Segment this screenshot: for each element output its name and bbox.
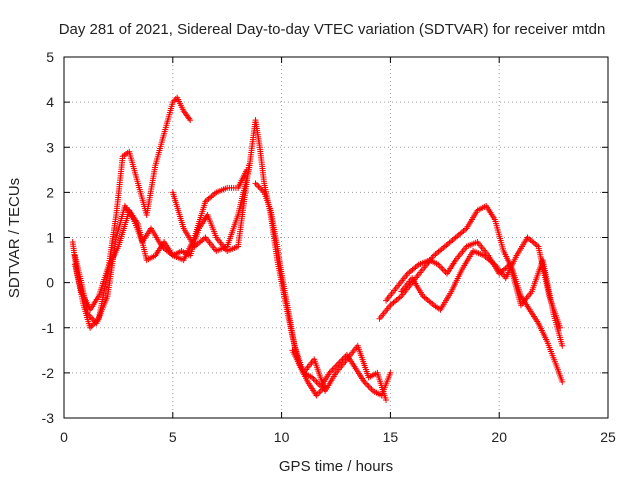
- data-point: [313, 378, 320, 385]
- data-point: [252, 180, 259, 187]
- satellite-track-7: [376, 202, 566, 385]
- y-tick-label: 5: [46, 49, 54, 65]
- data-point: [311, 377, 318, 384]
- y-axis-label: SDTVAR / TECUs: [6, 178, 23, 298]
- data-point: [439, 266, 446, 273]
- x-tick-label: 15: [383, 429, 399, 445]
- y-tick-label: 1: [46, 230, 54, 246]
- satellite-track-5: [252, 180, 394, 399]
- y-tick-label: 0: [46, 275, 54, 291]
- data-point: [559, 342, 566, 349]
- x-tick-label: 10: [274, 429, 290, 445]
- satellite-track-8: [383, 239, 566, 349]
- data-point: [316, 389, 323, 396]
- y-tick-label: -2: [42, 365, 55, 381]
- data-point: [253, 181, 260, 188]
- satellite-track-9: [398, 234, 564, 331]
- y-tick-label: -1: [42, 320, 55, 336]
- plot-frame: [63, 56, 609, 419]
- x-axis-label: GPS time / hours: [279, 458, 393, 475]
- data-point: [559, 378, 566, 385]
- data-point: [387, 369, 394, 376]
- x-tick-label: 0: [60, 429, 68, 445]
- y-tick-label: -3: [42, 410, 55, 426]
- chart-title: Day 281 of 2021, Sidereal Day-to-day VTE…: [59, 21, 606, 38]
- satellite-track-6: [289, 342, 390, 403]
- satellite-track-4: [169, 117, 329, 399]
- y-tick-label: 3: [46, 139, 54, 155]
- data-point: [364, 381, 371, 388]
- data-point: [438, 264, 445, 271]
- data-point: [255, 183, 262, 190]
- data-point: [557, 324, 564, 331]
- data-point: [187, 117, 194, 124]
- y-tick-label: 4: [46, 94, 54, 110]
- x-tick-label: 5: [169, 429, 177, 445]
- data-point: [383, 396, 390, 403]
- x-tick-label: 20: [491, 429, 507, 445]
- data-point: [365, 383, 372, 390]
- x-tick-label: 25: [600, 429, 616, 445]
- data-points: [69, 94, 566, 403]
- data-point: [367, 384, 374, 391]
- y-tick-label: 2: [46, 184, 54, 200]
